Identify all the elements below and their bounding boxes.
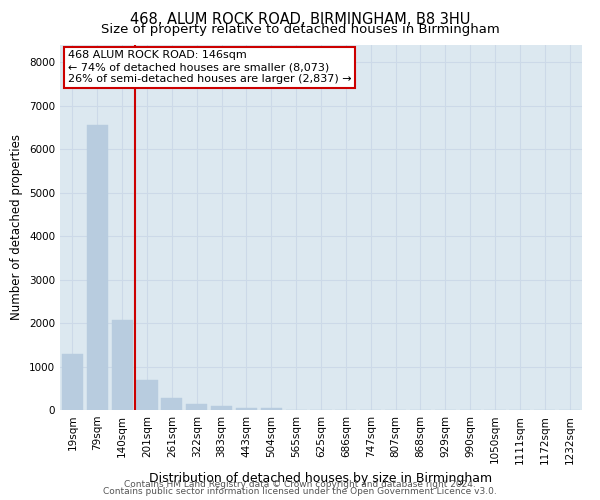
Bar bbox=[261, 408, 282, 410]
Bar bbox=[112, 320, 133, 410]
Text: Contains HM Land Registry data © Crown copyright and database right 2024.: Contains HM Land Registry data © Crown c… bbox=[124, 480, 476, 489]
Bar bbox=[136, 380, 158, 410]
Text: 468, ALUM ROCK ROAD, BIRMINGHAM, B8 3HU: 468, ALUM ROCK ROAD, BIRMINGHAM, B8 3HU bbox=[130, 12, 470, 26]
X-axis label: Distribution of detached houses by size in Birmingham: Distribution of detached houses by size … bbox=[149, 472, 493, 485]
Bar bbox=[211, 406, 232, 410]
Text: Contains public sector information licensed under the Open Government Licence v3: Contains public sector information licen… bbox=[103, 487, 497, 496]
Bar bbox=[161, 398, 182, 410]
Bar bbox=[236, 408, 257, 410]
Bar bbox=[87, 126, 108, 410]
Bar bbox=[62, 354, 83, 410]
Text: 468 ALUM ROCK ROAD: 146sqm
← 74% of detached houses are smaller (8,073)
26% of s: 468 ALUM ROCK ROAD: 146sqm ← 74% of deta… bbox=[68, 50, 352, 84]
Text: Size of property relative to detached houses in Birmingham: Size of property relative to detached ho… bbox=[101, 22, 499, 36]
Y-axis label: Number of detached properties: Number of detached properties bbox=[10, 134, 23, 320]
Bar bbox=[186, 404, 207, 410]
